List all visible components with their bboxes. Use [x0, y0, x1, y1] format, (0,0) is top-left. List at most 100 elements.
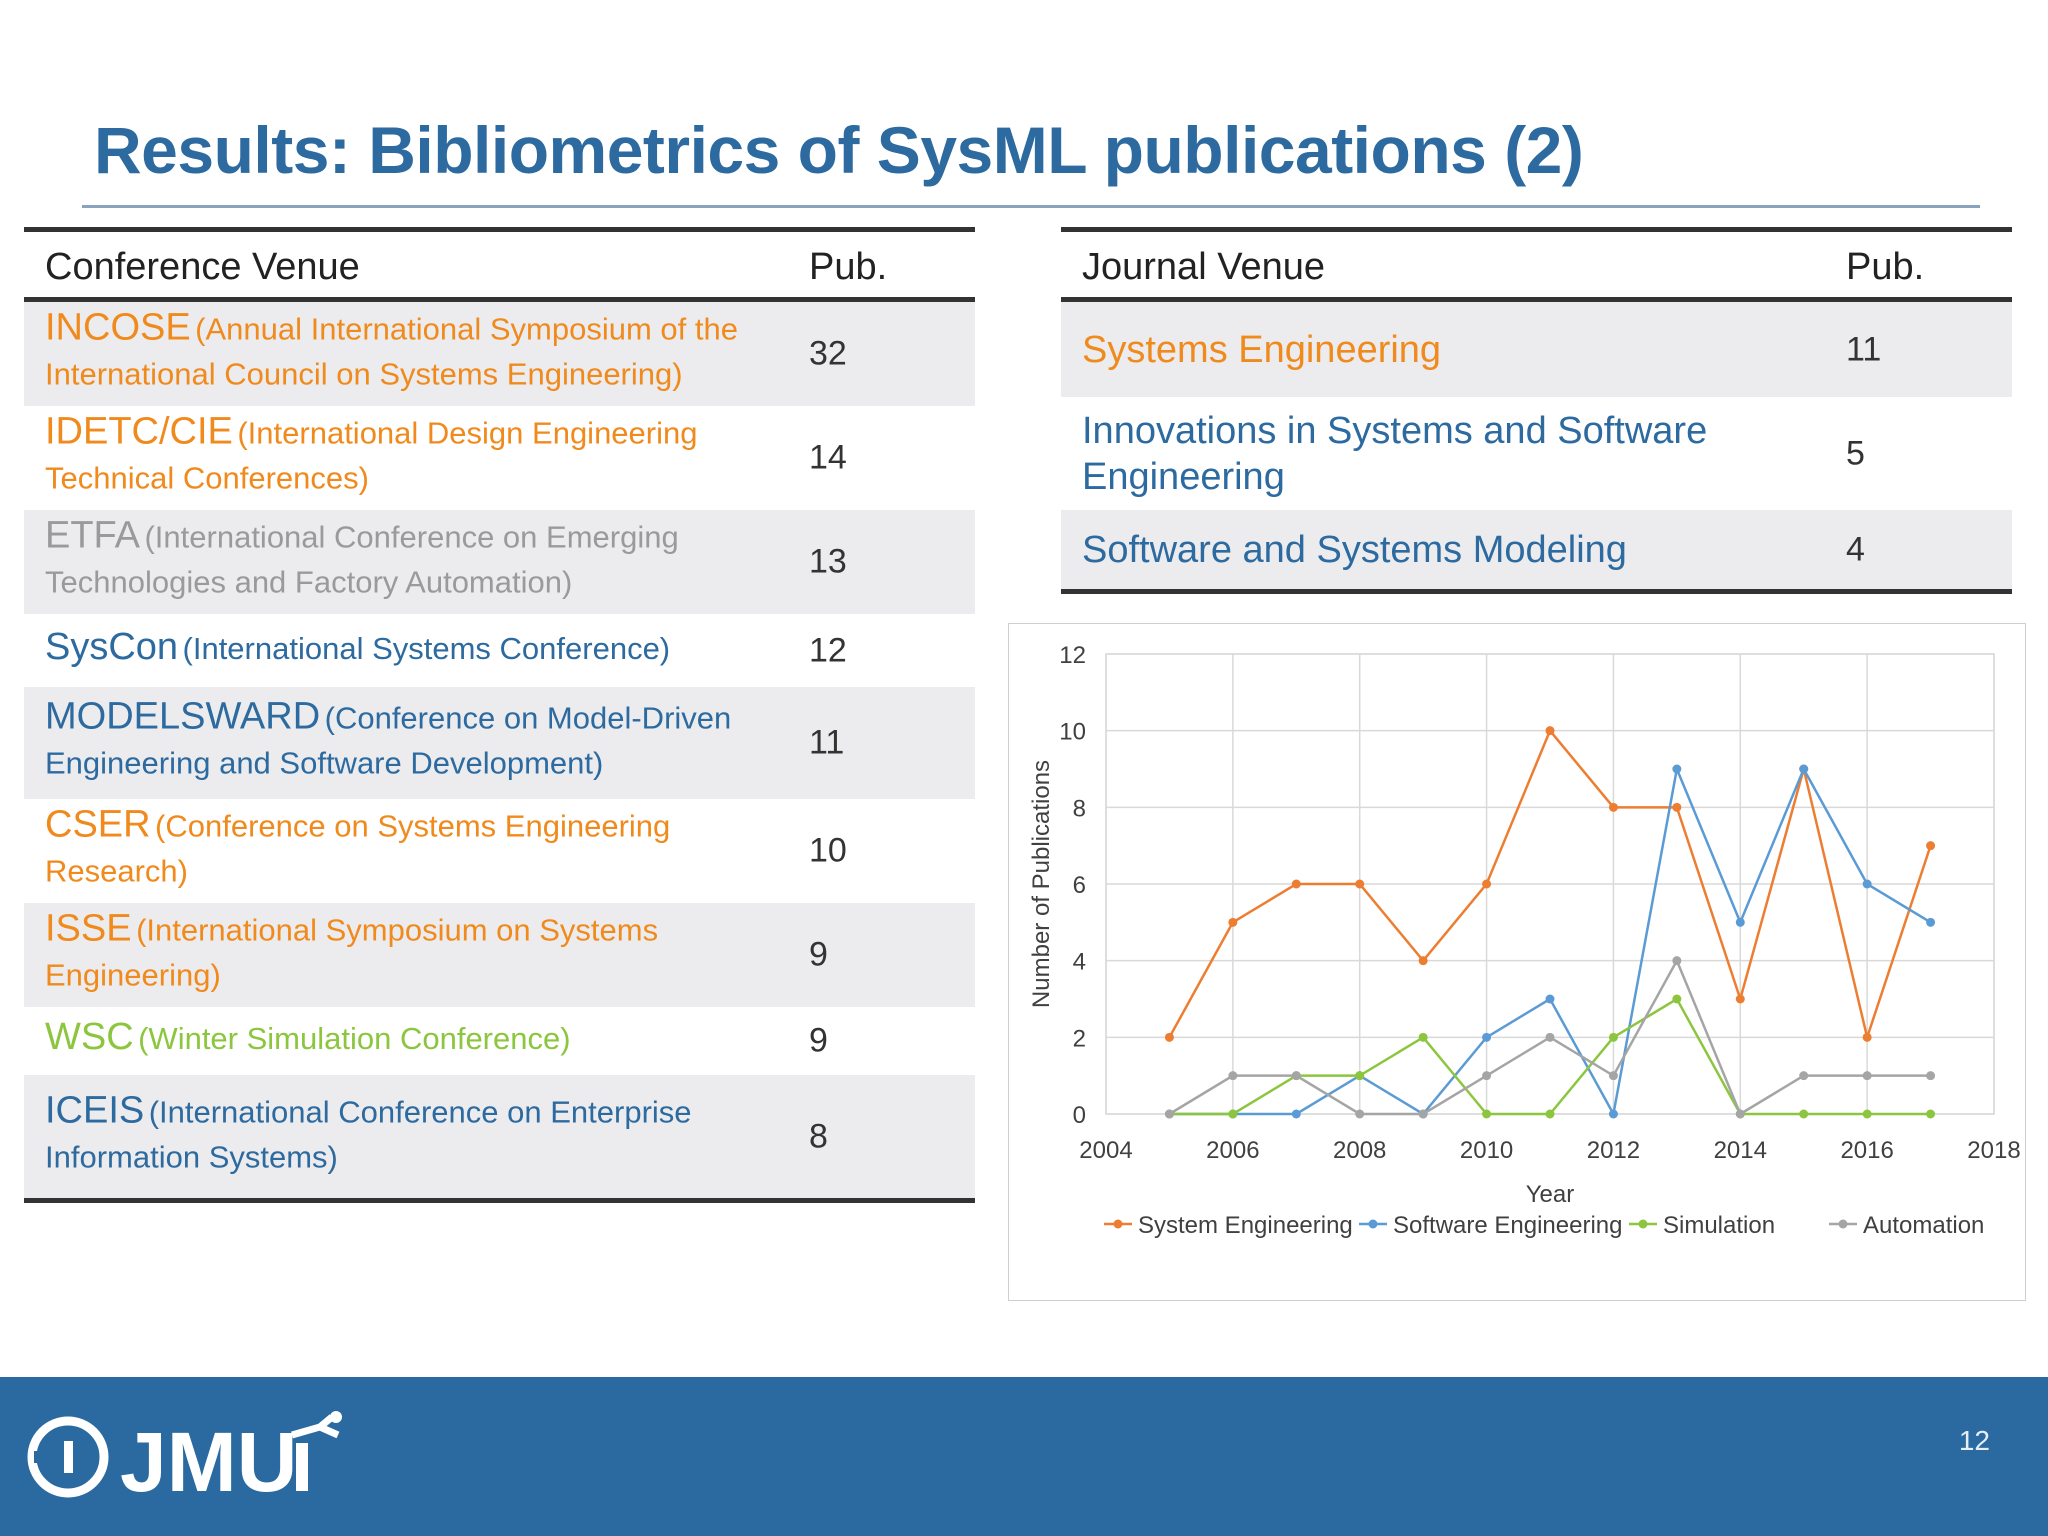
- venue-abbr: INCOSE: [45, 306, 191, 349]
- venue-name: ICEIS (International Conference on Enter…: [45, 1091, 775, 1182]
- venue-abbr: ICEIS: [45, 1089, 145, 1131]
- journal-row: Software and Systems Modeling 4: [1061, 510, 2012, 589]
- journal-pub-header: Pub.: [1846, 246, 1925, 288]
- data-point: [1926, 1071, 1936, 1081]
- venue-full-name: (Winter Simulation Conference): [138, 1021, 571, 1056]
- journal-row: Systems Engineering 11: [1061, 302, 2012, 397]
- data-point: [1926, 841, 1936, 851]
- conference-row: CSER (Conference on Systems Engineering …: [24, 799, 975, 903]
- y-tick-label: 2: [1073, 1025, 1086, 1052]
- venue-pub-count: 9: [809, 935, 828, 974]
- conference-row: MODELSWARD (Conference on Model-Driven E…: [24, 687, 975, 799]
- venue-abbr: WSC: [45, 1016, 134, 1058]
- venue-abbr: ISSE: [45, 907, 132, 950]
- venue-name: WSC (Winter Simulation Conference): [45, 1018, 775, 1064]
- journal-table: Journal Venue Pub. Systems Engineering 1…: [1061, 227, 2012, 594]
- x-tick-label: 2018: [1967, 1137, 2020, 1164]
- data-point: [1608, 802, 1618, 812]
- venue-abbr: SysCon: [45, 625, 179, 668]
- journal-pub-count: 5: [1846, 434, 1865, 472]
- publications-line-chart: 0 2 4 6 8 10 12 2004 2006 2008 2010 2012 2014 2016 201…: [1008, 623, 2026, 1301]
- data-point: [1735, 917, 1745, 927]
- x-tick-label: 2008: [1333, 1137, 1386, 1164]
- venue-full-name: (International Systems Conference): [182, 630, 671, 666]
- y-tick-label: 6: [1073, 872, 1086, 899]
- venue-full-name: (Annual International Symposium of the I…: [45, 311, 738, 392]
- venue-pub-count: 8: [809, 1117, 828, 1155]
- conference-table-header: Conference Venue Pub.: [24, 232, 975, 302]
- data-point: [1799, 1071, 1809, 1081]
- data-point: [1545, 726, 1555, 736]
- page-title: Results: Bibliometrics of SysML publicat…: [94, 113, 1584, 187]
- legend-label: Software Engineering: [1393, 1212, 1622, 1239]
- legend-label: System Engineering: [1138, 1212, 1353, 1239]
- venue-pub-count: 13: [809, 542, 847, 581]
- venue-name: IDETC/CIE (International Design Engineer…: [45, 410, 775, 504]
- x-tick-label: 2010: [1460, 1137, 1513, 1164]
- venue-name: SysCon (International Systems Conference…: [45, 625, 775, 674]
- conference-row: ISSE (International Symposium on Systems…: [24, 903, 975, 1007]
- venue-full-name: (Conference on Systems Engineering Resea…: [45, 808, 671, 889]
- venue-name: ETFA (International Conference on Emergi…: [45, 514, 775, 608]
- y-tick-label: 12: [1059, 642, 1086, 669]
- data-point: [1355, 1109, 1365, 1119]
- venue-pub-count: 9: [809, 1021, 828, 1060]
- data-point: [1926, 917, 1936, 927]
- conference-row: IDETC/CIE (International Design Engineer…: [24, 406, 975, 510]
- legend-marker: [1838, 1219, 1848, 1229]
- data-point: [1291, 1071, 1301, 1081]
- journal-venue-header: Journal Venue: [1082, 246, 1325, 288]
- conference-row: SysCon (International Systems Conference…: [24, 614, 975, 687]
- y-tick-label: 10: [1059, 719, 1086, 746]
- y-axis-label: Number of Publications: [1028, 760, 1055, 1008]
- venue-pub-count: 32: [809, 334, 847, 373]
- data-point: [1164, 1032, 1174, 1042]
- data-point: [1672, 764, 1682, 774]
- venue-abbr: ETFA: [45, 514, 141, 557]
- conference-venue-header: Conference Venue: [45, 246, 360, 288]
- data-point: [1672, 994, 1682, 1004]
- legend-label: Simulation: [1663, 1212, 1775, 1239]
- y-tick-label: 4: [1073, 949, 1086, 976]
- conference-row: INCOSE (Annual International Symposium o…: [24, 302, 975, 406]
- data-point: [1735, 994, 1745, 1004]
- conference-row: ICEIS (International Conference on Enter…: [24, 1075, 975, 1198]
- footer-bar: JMU 12: [0, 1377, 2048, 1536]
- data-point: [1608, 1109, 1618, 1119]
- data-point: [1482, 1109, 1492, 1119]
- legend-marker: [1368, 1219, 1378, 1229]
- data-point: [1545, 1109, 1555, 1119]
- data-point: [1291, 1109, 1301, 1119]
- data-point: [1291, 879, 1301, 889]
- data-point: [1926, 1109, 1936, 1119]
- data-point: [1862, 879, 1872, 889]
- conference-row: WSC (Winter Simulation Conference) 9: [24, 1007, 975, 1075]
- data-point: [1545, 994, 1555, 1004]
- x-tick-label: 2014: [1714, 1137, 1767, 1164]
- venue-pub-count: 10: [809, 831, 847, 870]
- data-point: [1418, 1032, 1428, 1042]
- venue-full-name: (International Conference on Enterprise …: [45, 1094, 692, 1174]
- data-point: [1672, 956, 1682, 966]
- x-tick-label: 2004: [1079, 1137, 1132, 1164]
- venue-abbr: IDETC/CIE: [45, 410, 233, 453]
- data-point: [1228, 1109, 1238, 1119]
- data-point: [1735, 1109, 1745, 1119]
- x-tick-label: 2006: [1206, 1137, 1259, 1164]
- data-point: [1355, 879, 1365, 889]
- legend-marker: [1638, 1219, 1648, 1229]
- venue-abbr: CSER: [45, 803, 151, 846]
- venue-full-name: (International Conference on Emerging Te…: [45, 519, 679, 600]
- data-point: [1228, 917, 1238, 927]
- jmu-logo-icon: JMU: [27, 1411, 342, 1505]
- venue-full-name: (International Symposium on Systems Engi…: [45, 912, 659, 993]
- data-point: [1482, 1032, 1492, 1042]
- legend-label: Automation: [1863, 1212, 1984, 1239]
- venue-abbr: MODELSWARD: [45, 695, 321, 738]
- journal-pub-count: 4: [1846, 530, 1865, 568]
- data-point: [1862, 1109, 1872, 1119]
- data-point: [1862, 1032, 1872, 1042]
- data-point: [1862, 1071, 1872, 1081]
- data-point: [1672, 802, 1682, 812]
- x-axis-label: Year: [1526, 1181, 1575, 1208]
